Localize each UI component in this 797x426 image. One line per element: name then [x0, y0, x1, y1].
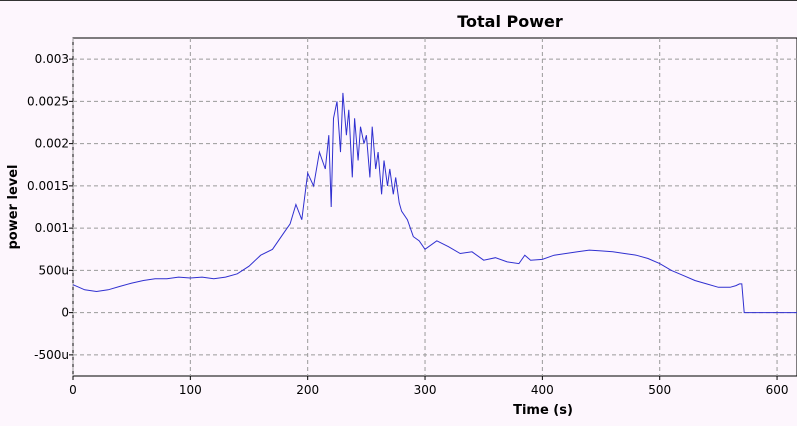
power-level-line [72, 92, 797, 314]
y-tick-label: 0.001 [35, 221, 69, 235]
grid-lines [72, 38, 797, 376]
x-axis-label: Time (s) [513, 403, 573, 418]
x-tick-label: 0 [69, 383, 77, 397]
x-tick-label: 300 [414, 383, 437, 397]
x-tick-label: 600 [766, 383, 789, 397]
y-tick-label: 0.002 [35, 137, 69, 151]
y-tick-label: 0.0015 [27, 179, 69, 193]
chart-title: Total Power [457, 12, 563, 31]
y-axis-label: power level [6, 164, 21, 249]
y-tick-label: 0.003 [35, 52, 69, 66]
y-tick-label: 500u [38, 263, 69, 277]
y-axis-ticks: -500u 0 500u 0.001 0.0015 0.002 0.0025 0.003 [27, 52, 73, 362]
y-tick-label: 0 [61, 306, 69, 320]
x-tick-label: 100 [179, 383, 202, 397]
power-series [72, 92, 797, 314]
y-tick-label: -500u [34, 348, 69, 362]
x-tick-label: 200 [296, 383, 319, 397]
x-tick-label: 400 [531, 383, 554, 397]
plot-area [72, 37, 797, 377]
x-tick-label: 500 [648, 383, 671, 397]
x-axis-ticks: 0 100 200 300 400 500 600 [69, 376, 789, 397]
y-tick-label: 0.0025 [27, 94, 69, 108]
